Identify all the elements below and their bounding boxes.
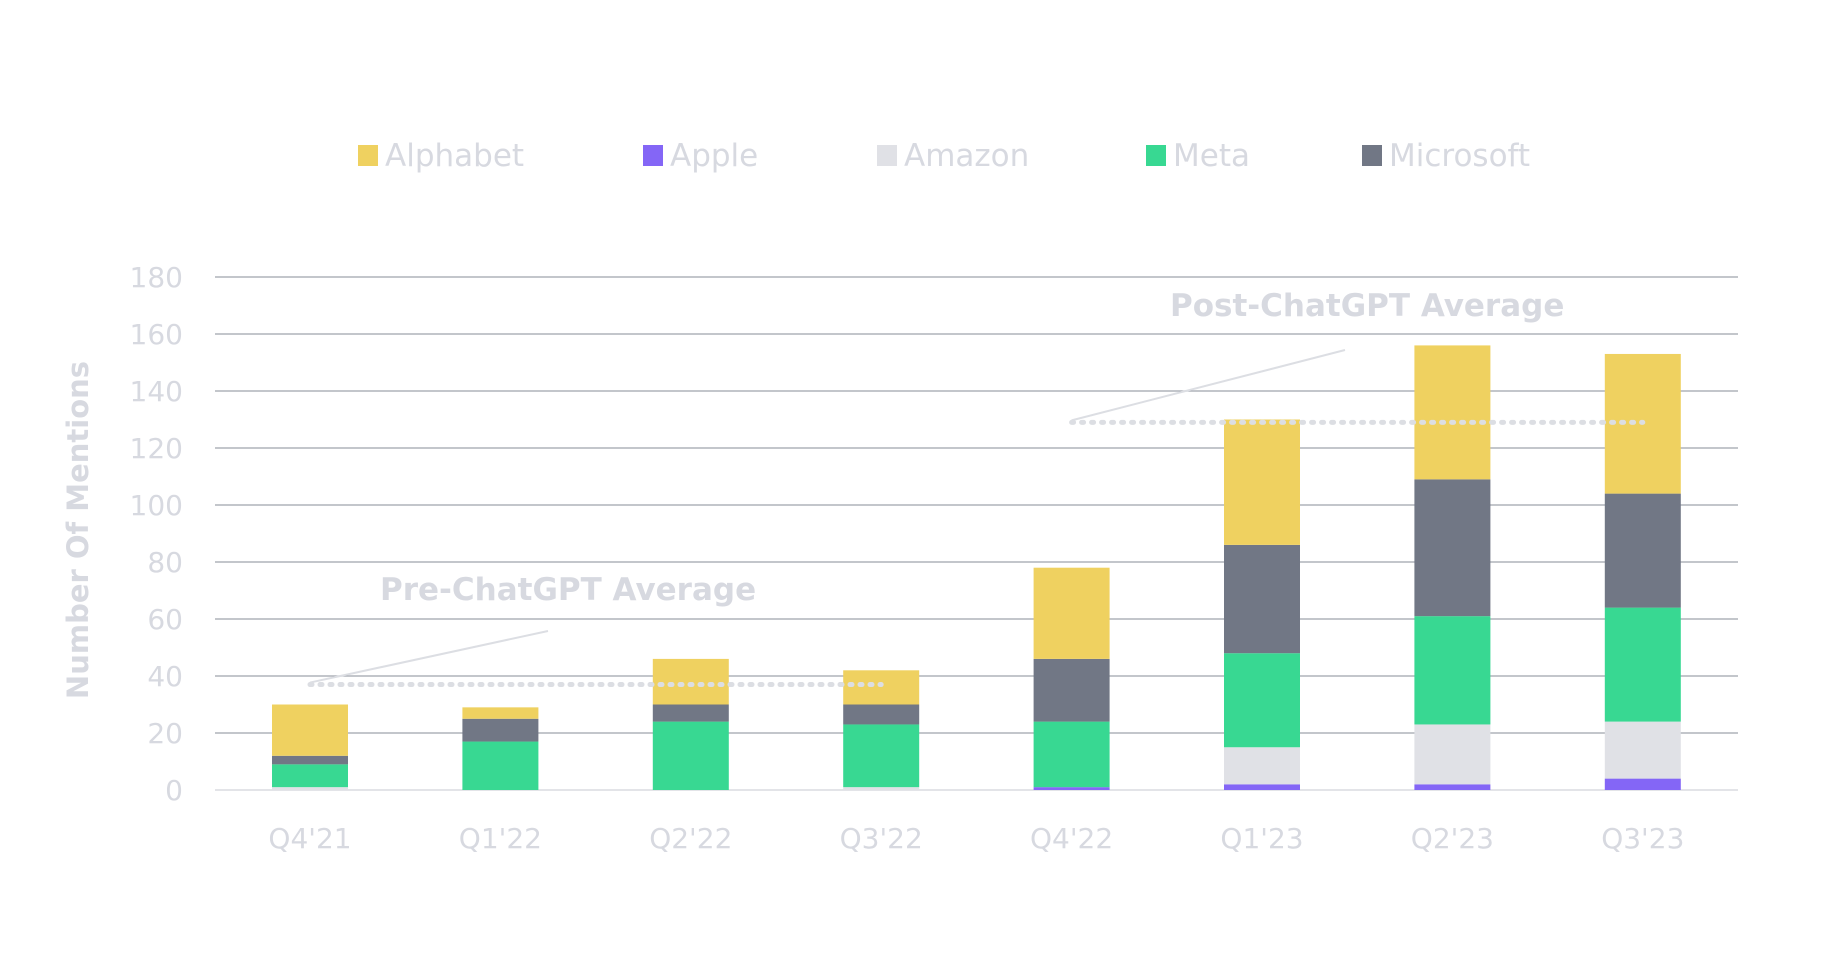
- bar-apple-6: [1414, 784, 1491, 790]
- annotation-label-0: Pre-ChatGPT Average: [380, 572, 756, 608]
- bar-meta-4: [1033, 721, 1110, 788]
- bar-microsoft-3: [843, 704, 920, 725]
- annotation-label-1: Post-ChatGPT Average: [1170, 288, 1564, 324]
- x-tick-label: Q3'23: [1601, 822, 1684, 855]
- legend-swatch-meta: [1146, 145, 1166, 166]
- bar-amazon-7: [1604, 721, 1681, 779]
- bar-alphabet-5: [1224, 419, 1300, 545]
- bar-microsoft-2: [652, 704, 729, 722]
- bar-microsoft-5: [1224, 544, 1300, 654]
- bar-alphabet-3: [843, 670, 920, 705]
- y-axis: 0 20 40 60 80 100 120 140 160 180: [130, 261, 183, 807]
- gridlines: [215, 276, 1738, 791]
- legend-label-apple: Apple: [670, 138, 758, 174]
- bar-meta-0: [272, 764, 348, 788]
- bar-alphabet-0: [272, 704, 348, 756]
- x-tick-label: Q4'22: [1030, 822, 1113, 855]
- annotation-leader-0: [309, 630, 549, 684]
- x-tick-label: Q1'23: [1220, 822, 1303, 855]
- bar-meta-6: [1414, 616, 1491, 725]
- bar-amazon-6: [1414, 724, 1491, 785]
- annotation-leader-1: [1071, 349, 1346, 422]
- bars: [272, 345, 1681, 790]
- y-tick-label: 80: [147, 546, 183, 579]
- x-tick-label: Q2'23: [1411, 822, 1494, 855]
- y-tick-label: 100: [130, 489, 183, 522]
- bar-meta-3: [843, 724, 920, 788]
- y-tick-label: 120: [130, 432, 183, 465]
- y-tick-label: 140: [130, 375, 183, 408]
- bar-amazon-0: [272, 787, 348, 790]
- legend-label-amazon: Amazon: [904, 138, 1029, 174]
- bar-alphabet-2: [652, 658, 729, 705]
- legend-swatch-microsoft: [1362, 145, 1382, 166]
- x-tick-label: Q3'22: [840, 822, 923, 855]
- x-tick-label: Q2'22: [649, 822, 732, 855]
- legend: Alphabet Apple Amazon Meta Microsoft: [358, 138, 1530, 174]
- bar-microsoft-1: [462, 718, 539, 742]
- bar-meta-2: [652, 721, 729, 790]
- bar-amazon-3: [843, 787, 920, 790]
- bar-microsoft-0: [272, 755, 348, 765]
- y-tick-label: 20: [147, 717, 183, 750]
- bar-microsoft-4: [1033, 658, 1110, 722]
- legend-swatch-amazon: [877, 145, 897, 166]
- bar-apple-5: [1224, 784, 1300, 790]
- y-axis-title: Number Of Mentions: [61, 361, 95, 699]
- legend-swatch-apple: [643, 145, 663, 166]
- y-tick-label: 160: [130, 318, 183, 351]
- bar-alphabet-1: [462, 707, 539, 719]
- bar-alphabet-4: [1033, 567, 1110, 659]
- y-tick-label: 40: [147, 660, 183, 693]
- legend-swatch-alphabet: [358, 145, 378, 166]
- annotations: Pre-ChatGPT Average Post-ChatGPT Average: [307, 288, 1646, 688]
- bar-apple-4: [1033, 787, 1110, 790]
- legend-label-alphabet: Alphabet: [385, 138, 524, 174]
- x-axis: Q4'21 Q1'22 Q2'22 Q3'22 Q4'22 Q1'23 Q2'23 Q3'23: [268, 822, 1684, 855]
- bar-meta-1: [462, 741, 539, 790]
- bar-amazon-5: [1224, 747, 1300, 785]
- y-tick-label: 60: [147, 603, 183, 636]
- bar-microsoft-6: [1414, 479, 1491, 617]
- bar-meta-7: [1604, 607, 1681, 722]
- x-tick-label: Q4'21: [268, 822, 351, 855]
- bar-meta-5: [1224, 653, 1300, 748]
- y-tick-label: 180: [130, 261, 183, 294]
- bar-microsoft-7: [1604, 493, 1681, 608]
- legend-label-meta: Meta: [1173, 138, 1250, 174]
- bar-alphabet-6: [1414, 345, 1491, 480]
- legend-label-microsoft: Microsoft: [1389, 138, 1530, 174]
- y-tick-label: 0: [165, 774, 183, 807]
- bar-apple-7: [1604, 778, 1681, 790]
- x-tick-label: Q1'22: [459, 822, 542, 855]
